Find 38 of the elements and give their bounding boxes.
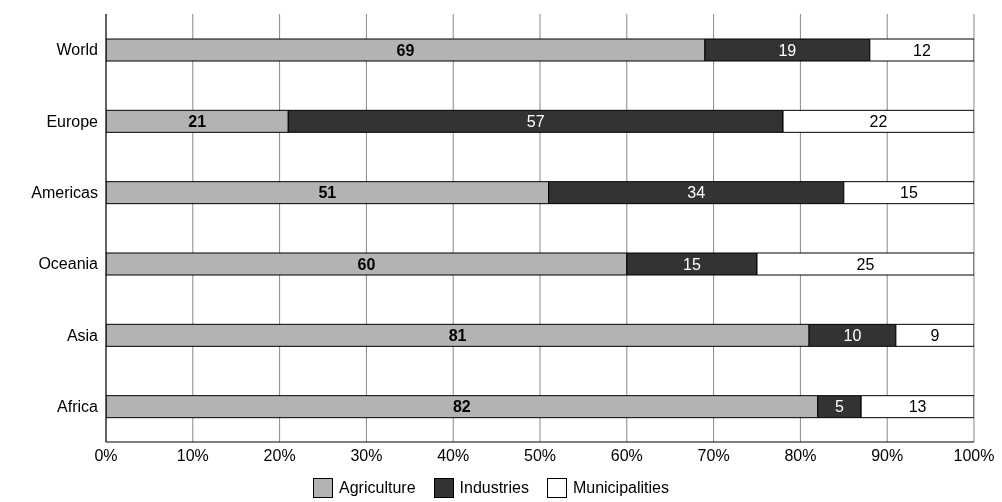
data-label: 81 (448, 327, 467, 345)
y-tick-label: Europe (46, 112, 99, 130)
data-label: 60 (357, 255, 376, 273)
x-tick-label: 10% (176, 447, 209, 465)
x-tick-label: 90% (871, 447, 904, 465)
x-tick-label: 0% (94, 447, 118, 465)
x-tick-label: 20% (263, 447, 296, 465)
data-label: 19 (778, 41, 797, 59)
x-tick-label: 50% (523, 447, 557, 465)
legend-label: Agriculture (339, 479, 416, 497)
data-label: 21 (188, 113, 207, 131)
y-tick-label: Africa (57, 398, 99, 416)
x-tick-label: 60% (610, 447, 643, 465)
x-tick-label: 30% (350, 447, 383, 465)
data-label: 10 (843, 327, 862, 345)
data-label: 25 (856, 255, 875, 273)
y-tick-label: Asia (66, 326, 99, 344)
x-tick-label: 70% (697, 447, 730, 465)
x-tick-label: 80% (784, 447, 817, 465)
y-tick-label: Americas (31, 184, 98, 202)
data-label: 13 (908, 398, 927, 416)
x-tick-label: 100% (953, 447, 995, 465)
data-label: 12 (913, 41, 931, 59)
x-tick-label: 40% (437, 447, 470, 465)
data-label: 57 (526, 113, 545, 131)
y-tick-label: World (56, 41, 98, 59)
data-label: 69 (396, 41, 415, 59)
data-label: 15 (900, 184, 918, 202)
data-label: 9 (930, 327, 940, 345)
data-label: 5 (835, 398, 845, 416)
data-label: 34 (687, 184, 706, 202)
data-label: 51 (318, 184, 337, 202)
legend-label: Industries (459, 479, 529, 497)
legend-label: Municipalities (572, 479, 669, 497)
data-label: 22 (869, 113, 888, 131)
data-label: 15 (683, 255, 701, 273)
data-label: 82 (452, 398, 471, 416)
y-tick-label: Oceania (38, 255, 99, 273)
